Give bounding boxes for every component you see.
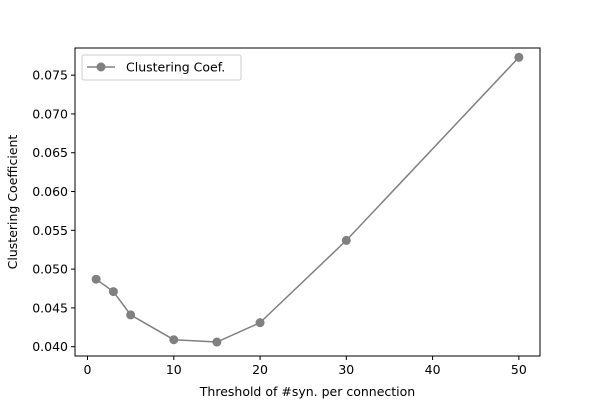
y-tick-label: 0.060: [32, 184, 68, 199]
y-tick-label: 0.065: [32, 145, 68, 160]
y-tick-label: 0.070: [32, 106, 68, 121]
x-tick-label: 30: [338, 362, 354, 377]
x-axis-label: Threshold of #syn. per connection: [199, 384, 415, 399]
x-tick-label: 20: [252, 362, 268, 377]
axes-frame: [74, 47, 541, 357]
y-axis-label: Clustering Coefficient: [5, 135, 20, 270]
y-tick-label: 0.055: [32, 223, 68, 238]
data-point: [212, 337, 222, 347]
series-line: [95, 56, 520, 343]
data-point: [108, 287, 118, 297]
y-tick-label: 0.040: [32, 339, 68, 354]
legend-box: [81, 54, 242, 81]
x-tick-label: 0: [84, 362, 92, 377]
data-point: [91, 274, 101, 284]
data-point: [169, 335, 179, 345]
legend-label: Clustering Coef.: [126, 60, 225, 75]
data-point: [514, 52, 524, 62]
legend-marker-sample: [96, 62, 106, 72]
data-point: [341, 235, 351, 245]
plot-area: [91, 52, 524, 347]
legend: Clustering Coef.: [81, 54, 242, 81]
axis-ticks: 0 10 20 30 40 50 0.040 0.045 0.050 0.055 0.060 0.06…: [32, 68, 527, 377]
x-tick-label: 50: [511, 362, 527, 377]
data-point: [126, 310, 136, 320]
x-tick-label: 10: [166, 362, 182, 377]
y-tick-label: 0.050: [32, 262, 68, 277]
y-tick-label: 0.075: [32, 68, 68, 83]
data-point: [255, 318, 265, 328]
y-tick-label: 0.045: [32, 300, 68, 315]
x-tick-label: 40: [425, 362, 441, 377]
